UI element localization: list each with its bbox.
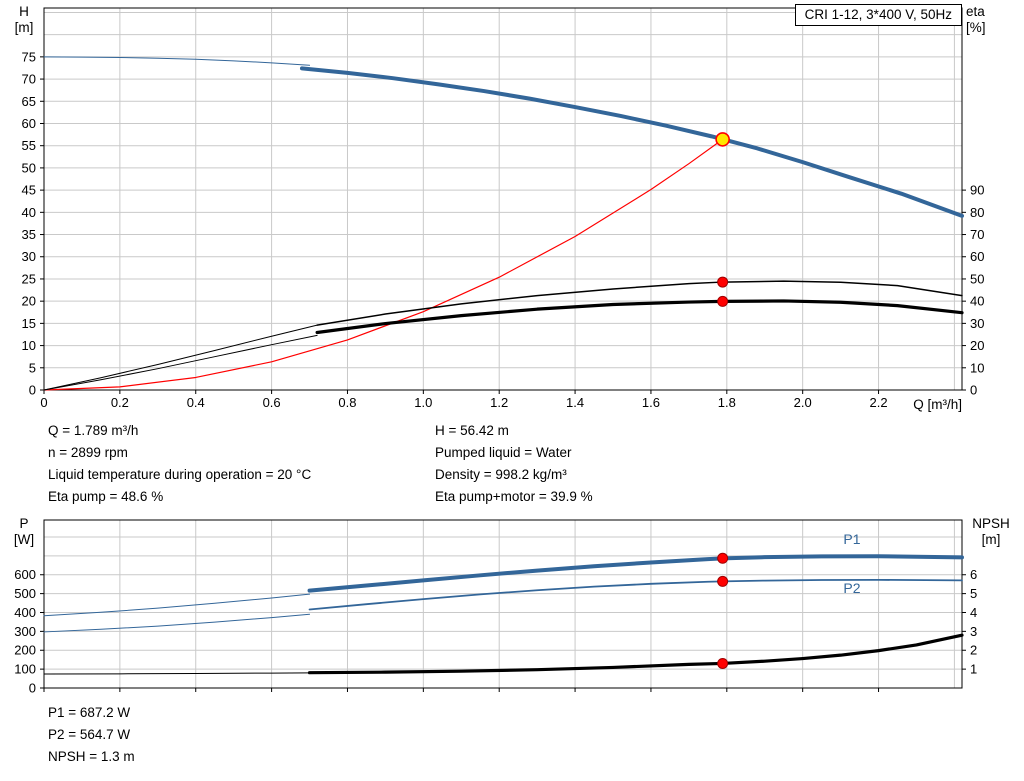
h-axis-label: H [m] [4,4,44,36]
eta-axis-label: eta [%] [966,4,1016,36]
svg-text:50: 50 [970,271,984,286]
svg-text:50: 50 [22,160,36,175]
svg-text:0: 0 [970,383,977,398]
svg-text:1.6: 1.6 [642,395,660,410]
svg-text:200: 200 [14,643,36,658]
svg-text:30: 30 [970,316,984,331]
svg-text:500: 500 [14,586,36,601]
h-axis-unit: [m] [14,20,34,35]
svg-text:75: 75 [22,49,36,64]
svg-text:1.2: 1.2 [490,395,508,410]
svg-text:0: 0 [40,395,47,410]
svg-text:45: 45 [22,183,36,198]
svg-text:0: 0 [29,383,36,398]
svg-text:70: 70 [970,227,984,242]
svg-text:40: 40 [970,294,984,309]
operating-data-left: Q = 1.789 m³/h n = 2899 rpm Liquid tempe… [48,420,311,508]
h-axis-symbol: H [19,4,29,19]
svg-text:20: 20 [22,294,36,309]
svg-text:100: 100 [14,662,36,677]
svg-text:3: 3 [970,624,977,639]
head-value: H = 56.42 m [435,423,509,438]
p-axis-label: P [W] [4,516,44,548]
svg-text:1.0: 1.0 [414,395,432,410]
svg-text:2.2: 2.2 [870,395,888,410]
svg-text:400: 400 [14,605,36,620]
q-value: Q = 1.789 m³/h [48,423,139,438]
eta-pump-motor-value: Eta pump+motor = 39.9 % [435,489,593,504]
svg-text:35: 35 [22,227,36,242]
svg-text:0.6: 0.6 [263,395,281,410]
svg-text:80: 80 [970,205,984,220]
liquid-temperature-value: Liquid temperature during operation = 20… [48,467,312,482]
speed-value: n = 2899 rpm [48,445,128,460]
svg-text:1.4: 1.4 [566,395,584,410]
q-axis-unit-label: Q [m³/h] [913,397,962,412]
p2-value: P2 = 564.7 W [48,727,131,742]
svg-text:0.4: 0.4 [187,395,205,410]
eta-axis-unit: [%] [966,20,986,35]
p1-value: P1 = 687.2 W [48,705,131,720]
eta-axis-symbol: eta [966,4,985,19]
p-axis-symbol: P [19,516,29,531]
svg-text:1: 1 [970,662,977,677]
operating-data-right: H = 56.42 m Pumped liquid = Water Densit… [435,420,593,508]
svg-text:300: 300 [14,624,36,639]
svg-text:90: 90 [970,183,984,198]
svg-text:20: 20 [970,338,984,353]
svg-text:25: 25 [22,271,36,286]
pumped-liquid-value: Pumped liquid = Water [435,445,572,460]
svg-text:4: 4 [970,605,977,620]
svg-text:10: 10 [970,360,984,375]
density-value: Density = 998.2 kg/m³ [435,467,567,482]
svg-text:1.8: 1.8 [718,395,736,410]
power-npsh-values: P1 = 687.2 W P2 = 564.7 W NPSH = 1.3 m [48,702,135,768]
svg-text:55: 55 [22,138,36,153]
svg-text:0.2: 0.2 [111,395,129,410]
npsh-value: NPSH = 1.3 m [48,749,135,764]
svg-text:40: 40 [22,205,36,220]
svg-text:6: 6 [970,567,977,582]
svg-text:P1: P1 [843,531,860,547]
svg-text:5: 5 [970,586,977,601]
p-axis-unit: [W] [13,532,35,547]
npsh-axis-symbol: NPSH [972,516,1010,531]
svg-text:0.8: 0.8 [338,395,356,410]
svg-text:5: 5 [29,360,36,375]
svg-text:P2: P2 [843,580,860,596]
svg-text:30: 30 [22,249,36,264]
npsh-axis-label: NPSH [m] [962,516,1020,548]
chart-title-box: CRI 1-12, 3*400 V, 50Hz [794,4,962,26]
npsh-axis-unit: [m] [981,532,1001,547]
svg-text:0: 0 [29,681,36,696]
svg-text:10: 10 [22,338,36,353]
svg-text:65: 65 [22,94,36,109]
svg-text:60: 60 [22,116,36,131]
svg-text:600: 600 [14,567,36,582]
svg-text:70: 70 [22,72,36,87]
svg-text:60: 60 [970,249,984,264]
svg-text:2.0: 2.0 [794,395,812,410]
eta-pump-value: Eta pump = 48.6 % [48,489,164,504]
svg-text:15: 15 [22,316,36,331]
svg-text:2: 2 [970,643,977,658]
